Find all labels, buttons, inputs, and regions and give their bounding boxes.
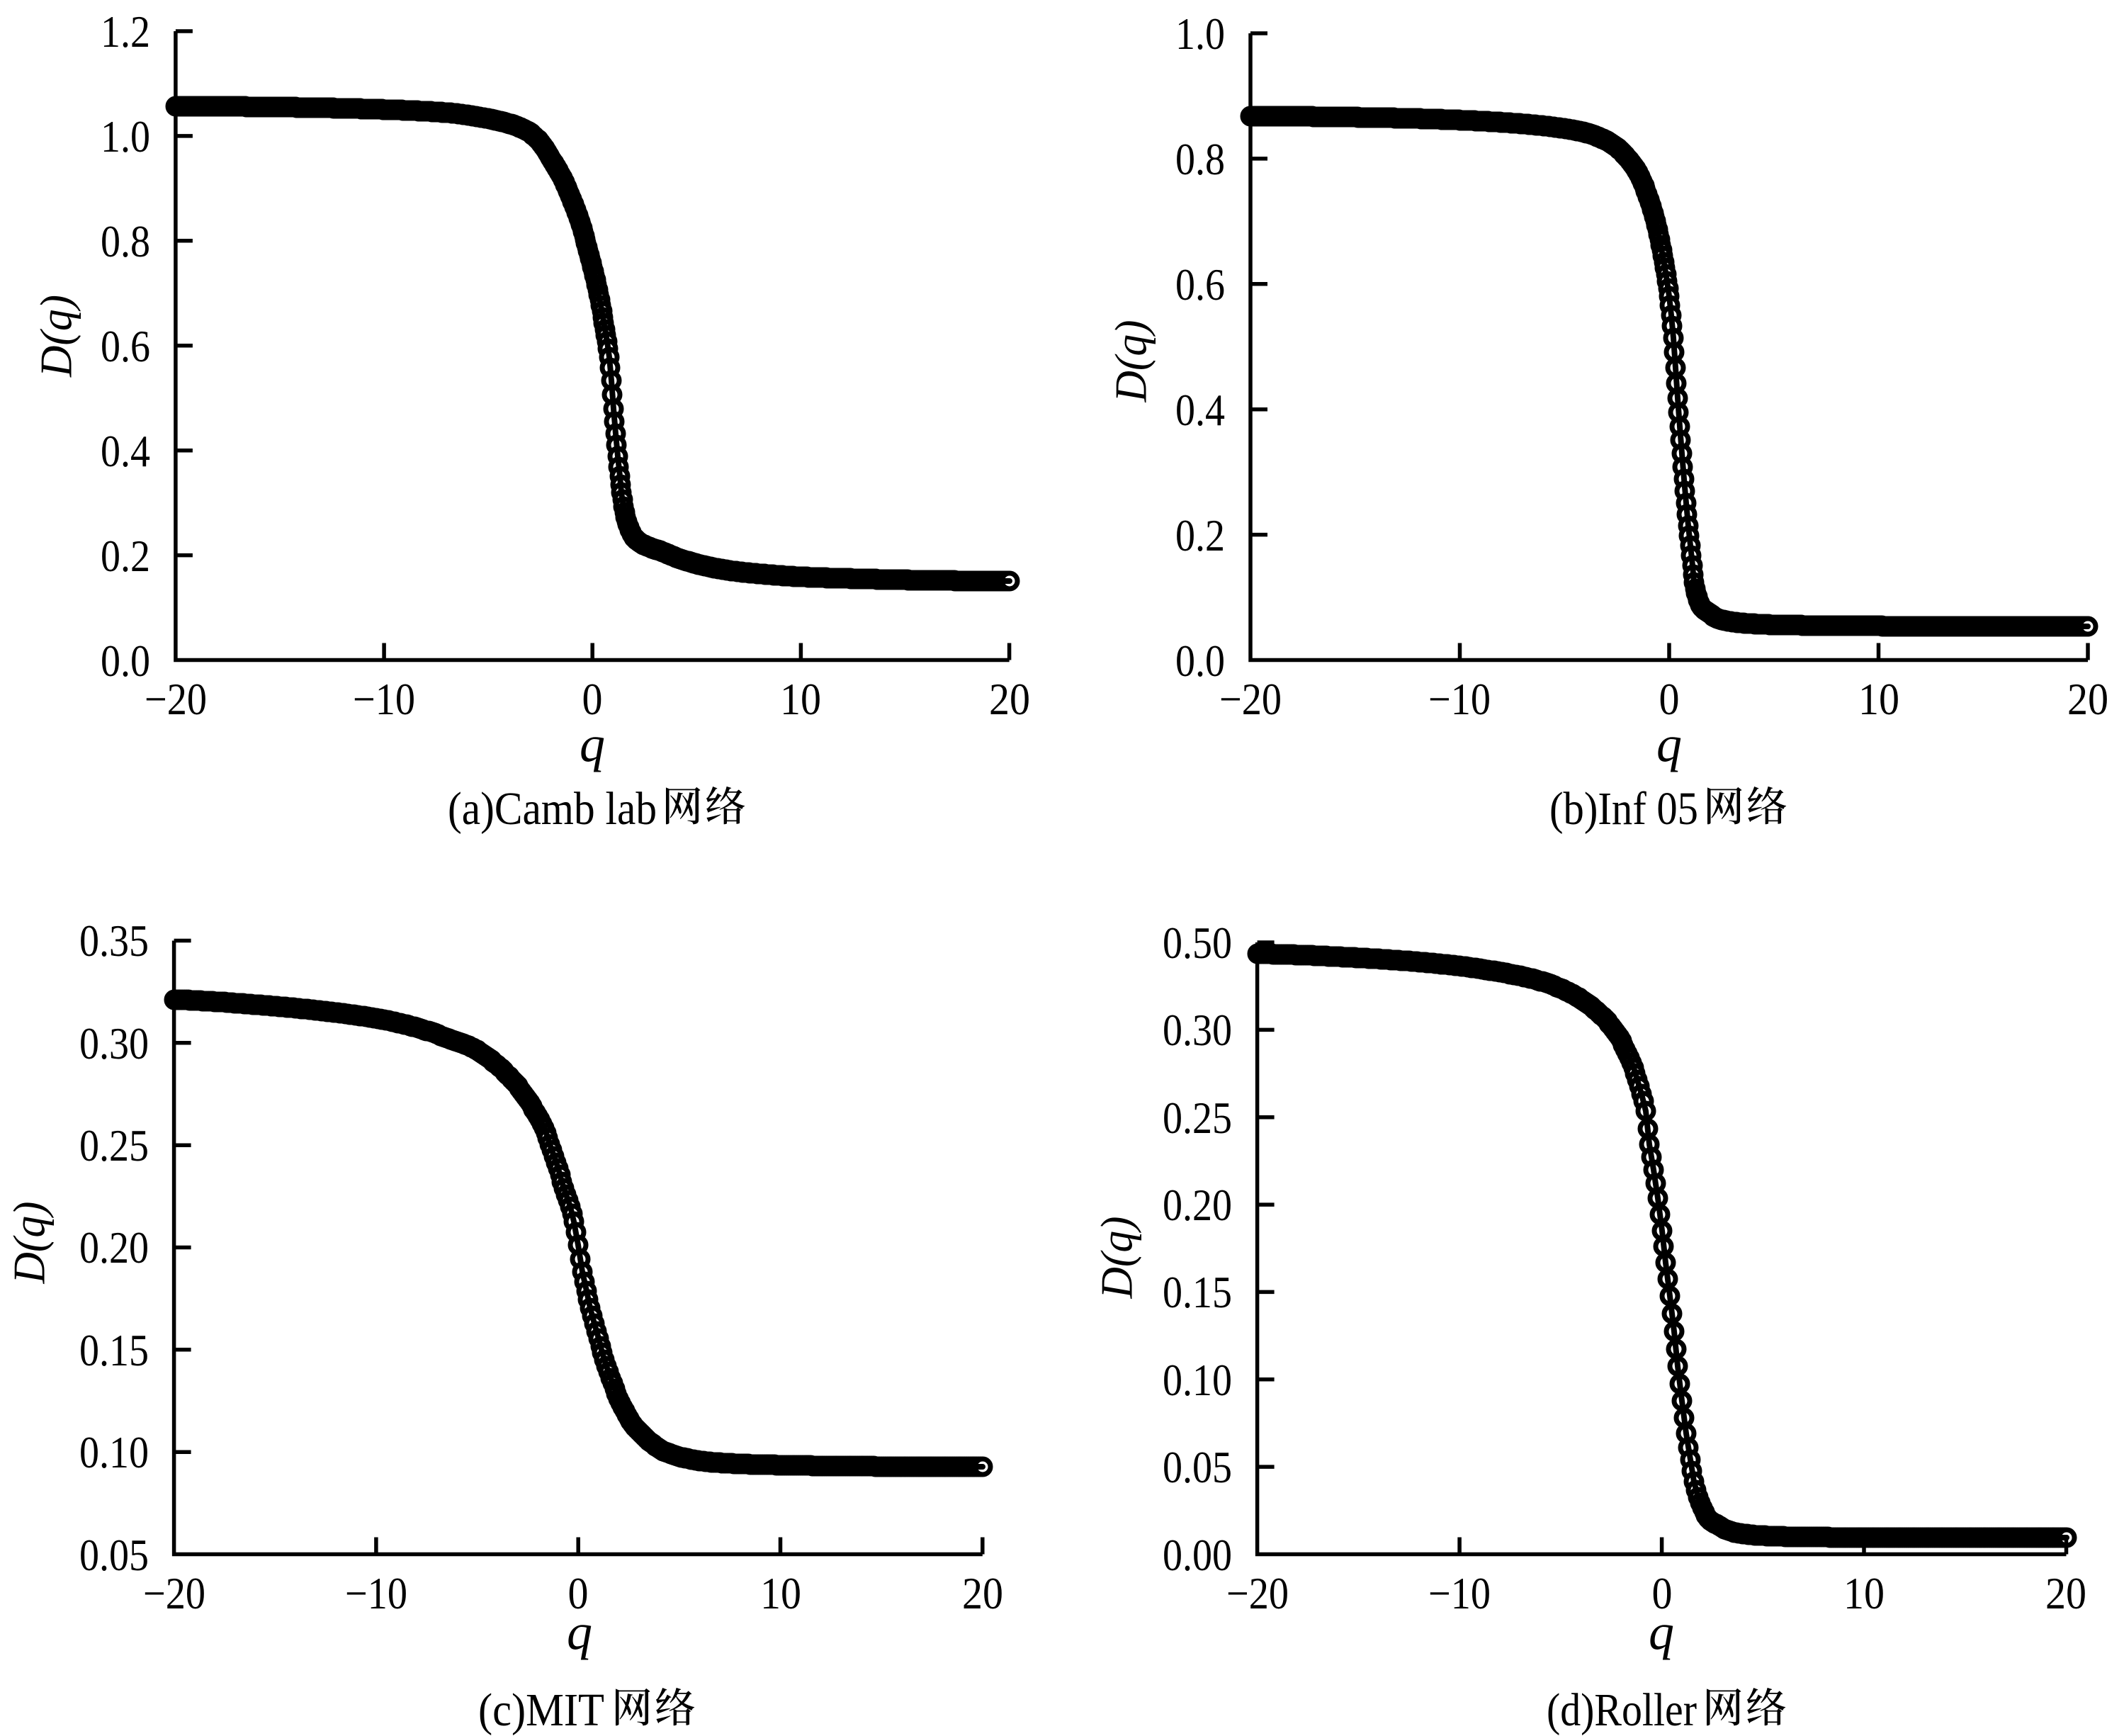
svg-text:1.2: 1.2: [101, 6, 150, 57]
svg-text:D(q): D(q): [4, 1202, 55, 1285]
svg-text:D(q): D(q): [1106, 320, 1156, 403]
svg-text:0.05: 0.05: [79, 1530, 149, 1580]
svg-text:0.35: 0.35: [79, 915, 149, 966]
svg-text:0.8: 0.8: [101, 216, 150, 266]
svg-text:−20: −20: [1226, 1568, 1289, 1618]
svg-text:0.30: 0.30: [1163, 1005, 1232, 1055]
svg-text:−10: −10: [1428, 674, 1491, 724]
svg-text:0.0: 0.0: [1175, 636, 1225, 686]
svg-text:0.25: 0.25: [1163, 1093, 1232, 1143]
svg-text:(a)Camb lab: (a)Camb lab: [448, 783, 657, 835]
svg-text:0.20: 0.20: [79, 1222, 149, 1273]
svg-text:0.20: 0.20: [1163, 1180, 1232, 1230]
svg-text:0.10: 0.10: [1163, 1355, 1232, 1405]
svg-text:0.15: 0.15: [79, 1325, 149, 1375]
svg-text:0.30: 0.30: [79, 1018, 149, 1069]
svg-text:0.4: 0.4: [101, 426, 150, 476]
svg-text:D(q): D(q): [1092, 1217, 1142, 1300]
svg-text:−20: −20: [143, 1568, 205, 1618]
svg-text:q: q: [580, 716, 605, 772]
svg-text:0: 0: [1659, 674, 1680, 724]
svg-text:10: 10: [1843, 1568, 1885, 1618]
svg-text:0.2: 0.2: [101, 531, 150, 581]
svg-text:0.6: 0.6: [101, 321, 150, 371]
svg-text:0.25: 0.25: [79, 1120, 149, 1171]
svg-text:10: 10: [760, 1568, 801, 1618]
svg-text:0: 0: [582, 674, 603, 724]
svg-text:0.2: 0.2: [1175, 510, 1225, 560]
svg-text:0.00: 0.00: [1163, 1530, 1232, 1580]
svg-text:0.6: 0.6: [1175, 259, 1225, 310]
svg-text:−10: −10: [1428, 1568, 1491, 1618]
svg-text:(c)MIT: (c)MIT: [478, 1684, 604, 1736]
svg-text:0: 0: [1652, 1568, 1673, 1618]
svg-text:−10: −10: [345, 1568, 407, 1618]
svg-text:D(q): D(q): [31, 295, 81, 378]
svg-text:0.15: 0.15: [1163, 1267, 1232, 1317]
svg-text:−10: −10: [353, 674, 415, 724]
svg-text:q: q: [567, 1603, 592, 1660]
svg-text:20: 20: [2067, 674, 2107, 724]
svg-text:−20: −20: [145, 674, 207, 724]
svg-text:0.05: 0.05: [1163, 1442, 1232, 1492]
svg-text:0.4: 0.4: [1175, 385, 1225, 435]
svg-text:1.0: 1.0: [1175, 9, 1225, 59]
svg-text:20: 20: [962, 1568, 1003, 1618]
svg-text:0.8: 0.8: [1175, 134, 1225, 184]
svg-text:0.50: 0.50: [1163, 918, 1232, 968]
svg-text:0: 0: [568, 1568, 589, 1618]
svg-text:q: q: [1649, 1603, 1674, 1660]
svg-text:0.10: 0.10: [79, 1427, 149, 1477]
svg-text:10: 10: [780, 674, 821, 724]
svg-text:20: 20: [989, 674, 1030, 724]
svg-text:20: 20: [2045, 1568, 2086, 1618]
svg-text:(b)Inf 05: (b)Inf 05: [1549, 783, 1698, 835]
svg-text:q: q: [1656, 716, 1682, 772]
svg-text:−20: −20: [1219, 674, 1282, 724]
svg-text:1.0: 1.0: [101, 111, 150, 162]
svg-text:10: 10: [1858, 674, 1899, 724]
svg-text:0.0: 0.0: [101, 636, 150, 686]
svg-text:(d)Roller: (d)Roller: [1547, 1684, 1697, 1736]
